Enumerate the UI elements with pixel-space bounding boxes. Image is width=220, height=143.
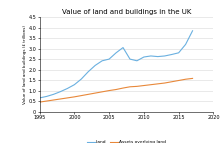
Land — [184, 44, 187, 45]
Title: Value of land and buildings in the UK: Value of land and buildings in the UK — [62, 9, 191, 15]
Assets overlying land — [87, 94, 90, 95]
Assets overlying land — [156, 83, 159, 85]
Assets overlying land — [150, 84, 152, 86]
Land — [66, 88, 69, 89]
Land — [129, 58, 131, 60]
Land — [94, 64, 97, 66]
Land — [163, 55, 166, 57]
Assets overlying land — [101, 91, 103, 93]
Land — [80, 78, 83, 80]
Land — [73, 84, 76, 86]
Land — [136, 60, 138, 62]
Assets overlying land — [94, 92, 97, 94]
Land — [115, 52, 117, 54]
Land — [143, 56, 145, 58]
Assets overlying land — [163, 82, 166, 84]
Land — [191, 30, 194, 32]
Land — [52, 94, 55, 95]
Land — [177, 52, 180, 54]
Land — [150, 55, 152, 57]
Assets overlying land — [143, 85, 145, 86]
Assets overlying land — [73, 96, 76, 98]
Assets overlying land — [66, 97, 69, 99]
Assets overlying land — [122, 87, 124, 89]
Land — [156, 56, 159, 57]
Land — [38, 97, 41, 99]
Line: Land: Land — [40, 31, 192, 98]
Land — [87, 71, 90, 73]
Assets overlying land — [177, 80, 180, 81]
Assets overlying land — [129, 86, 131, 88]
Assets overlying land — [184, 78, 187, 80]
Assets overlying land — [45, 100, 48, 102]
Land — [122, 47, 124, 48]
Assets overlying land — [191, 78, 194, 79]
Assets overlying land — [80, 95, 83, 97]
Line: Assets overlying land: Assets overlying land — [40, 78, 192, 102]
Assets overlying land — [170, 81, 173, 83]
Assets overlying land — [136, 86, 138, 87]
Land — [108, 58, 110, 60]
Assets overlying land — [59, 98, 62, 100]
Assets overlying land — [38, 101, 41, 103]
Land — [101, 60, 103, 62]
Assets overlying land — [115, 89, 117, 90]
Land — [45, 96, 48, 97]
Land — [170, 54, 173, 55]
Legend: Land, Assets overlying land: Land, Assets overlying land — [87, 140, 166, 143]
Assets overlying land — [52, 99, 55, 101]
Y-axis label: Value of land and buildings (£ trillions): Value of land and buildings (£ trillions… — [23, 25, 27, 104]
Assets overlying land — [108, 90, 110, 91]
Land — [59, 91, 62, 93]
